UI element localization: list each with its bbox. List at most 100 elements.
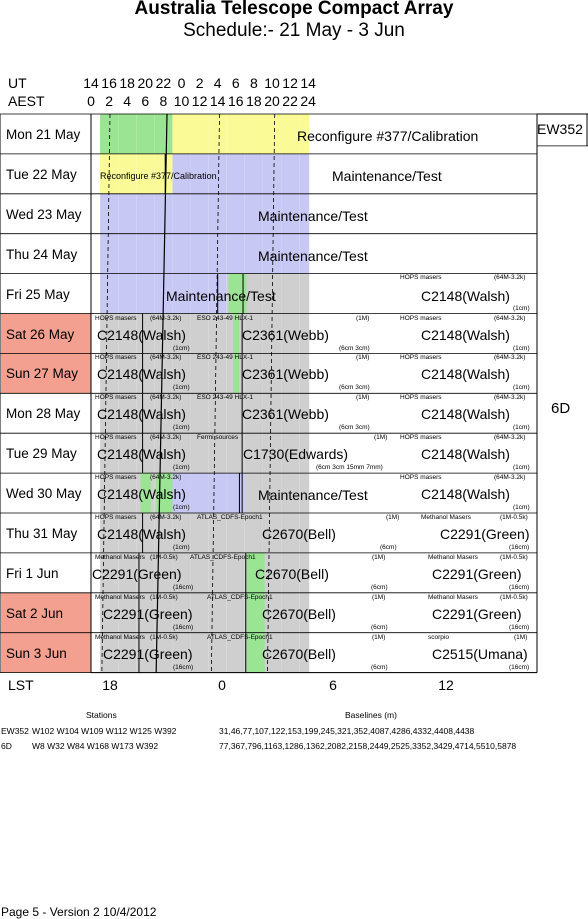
- time-band: [226, 233, 245, 274]
- block-sixcm: (6cm): [371, 583, 388, 591]
- block-c2148: C2148(Walsh): [97, 486, 186, 503]
- lst-axis-label: LST: [8, 677, 34, 693]
- time-band: [263, 552, 281, 593]
- weekend-highlight: [1, 632, 91, 673]
- block-cm16: (16cm): [173, 583, 194, 591]
- block-methanol_band: (1M-0.5k): [150, 633, 178, 641]
- time-band: [281, 592, 300, 633]
- block-reconfigure: Reconfigure #377/Calibration: [297, 128, 479, 144]
- time-band: [263, 233, 281, 274]
- time-band: [172, 233, 191, 274]
- block-hops_band: (64M-3.2k): [150, 434, 182, 442]
- stations-ew352: W102 W104 W109 W112 W125 W392: [32, 726, 177, 736]
- block-methanol: Methanol Masers: [95, 553, 145, 561]
- time-band: [244, 193, 263, 234]
- time-band: [281, 313, 300, 354]
- time-band: [136, 273, 155, 314]
- block-sixcm: (6cm): [371, 623, 388, 631]
- block-hops: HOPS masers: [400, 434, 442, 442]
- block-c2361: C2361(Webb): [242, 406, 329, 423]
- block-c2148: C2148(Walsh): [97, 526, 186, 542]
- block-cm1: (1cm): [173, 424, 190, 432]
- time-band: [281, 632, 300, 673]
- time-band: [208, 114, 227, 154]
- time-band: [281, 153, 300, 194]
- time-band: [233, 393, 238, 434]
- time-band: [136, 313, 155, 354]
- time-band: [226, 153, 245, 194]
- day-label: Wed 23 May: [6, 206, 82, 222]
- time-band: [263, 473, 281, 513]
- block-hops: HOPS masers: [95, 434, 137, 442]
- lst-tick: 12: [438, 677, 454, 693]
- block-hops: HOPS masers: [95, 474, 137, 482]
- time-band: [100, 193, 119, 234]
- time-band: [281, 114, 300, 154]
- time-band: [136, 353, 155, 394]
- time-band: [100, 552, 119, 593]
- block-reconfigure: Reconfigure #377/Calibration: [100, 171, 217, 181]
- time-band: [154, 193, 173, 234]
- block-c2148: C2148(Walsh): [97, 406, 186, 423]
- block-hops_band: (64M-3.2k): [494, 314, 526, 322]
- time-band: [154, 233, 173, 274]
- block-hops_band: (64M-3.2k): [494, 474, 526, 482]
- time-band: [246, 552, 265, 673]
- time-band: [100, 433, 119, 474]
- block-methanol_band: (1M-0.5k): [500, 553, 528, 561]
- time-band: [100, 353, 119, 394]
- time-band: [172, 153, 191, 194]
- time-band: [244, 393, 263, 434]
- time-band: [226, 473, 245, 513]
- block-atlas: ATLAS_CDFS-Epoch1: [190, 553, 256, 561]
- weekend-highlight: [1, 313, 91, 354]
- aesttick-tick: 6: [141, 93, 150, 109]
- time-band: [118, 153, 137, 194]
- block-hops_band: (64M-3.2k): [150, 474, 182, 482]
- config-6d: 6D: [1, 741, 12, 751]
- time-band: [190, 313, 209, 354]
- block-scorpio: scorpio: [428, 633, 449, 641]
- day-label: Thu 24 May: [6, 246, 78, 262]
- time-band: [226, 114, 245, 154]
- block-cm1: (1cm): [513, 464, 530, 472]
- block-hops_band: (64M-3.2k): [494, 354, 526, 362]
- block-cm1: (1cm): [513, 504, 530, 512]
- block-c2148: C2148(Walsh): [97, 326, 186, 343]
- block-band: (64M-3.2k): [494, 274, 526, 281]
- aesttick-tick: 20: [264, 93, 280, 109]
- ut-axis-label: UT: [8, 75, 27, 91]
- block-methanol: Methanol Masers: [421, 514, 471, 521]
- block-hops_band: (64M-3.2k): [150, 354, 182, 362]
- config-label-6d: 6D: [551, 400, 571, 417]
- time-band: [100, 632, 119, 673]
- config-label-ew352: EW352: [537, 121, 583, 137]
- block-methanol_band: (1M-0.5k): [150, 553, 178, 561]
- aesttick-tick: 4: [123, 93, 132, 109]
- block-c2361: C2361(Webb): [242, 326, 329, 343]
- block-cm16: (16cm): [509, 544, 530, 551]
- block-maintenance: Maintenance/Test: [166, 288, 276, 304]
- time-band: [208, 233, 227, 274]
- block-cm1: (1cm): [513, 384, 530, 392]
- block-hops: HOPS masers: [95, 354, 137, 362]
- time-band: [208, 632, 227, 673]
- time-band: [118, 632, 137, 673]
- time-band: [118, 552, 137, 593]
- block-sixcm: (6cm): [380, 544, 397, 551]
- uttick-tick: 8: [249, 75, 258, 91]
- time-band: [208, 393, 227, 434]
- block-oneM: (1M): [372, 553, 386, 561]
- schedule-grid: [0, 113, 588, 674]
- time-band: [190, 114, 209, 154]
- lst-dash: [267, 113, 276, 673]
- time-band: [118, 513, 137, 553]
- time-band: [281, 433, 300, 474]
- block-oneM: (1M): [372, 633, 386, 641]
- time-band: [281, 273, 300, 314]
- time-band: [100, 513, 119, 553]
- block-hops_band: (64M-3.2k): [494, 394, 526, 402]
- block-oneM: (1M): [356, 314, 370, 322]
- block-c2291: C2291(Green): [103, 645, 193, 662]
- time-band: [100, 592, 119, 633]
